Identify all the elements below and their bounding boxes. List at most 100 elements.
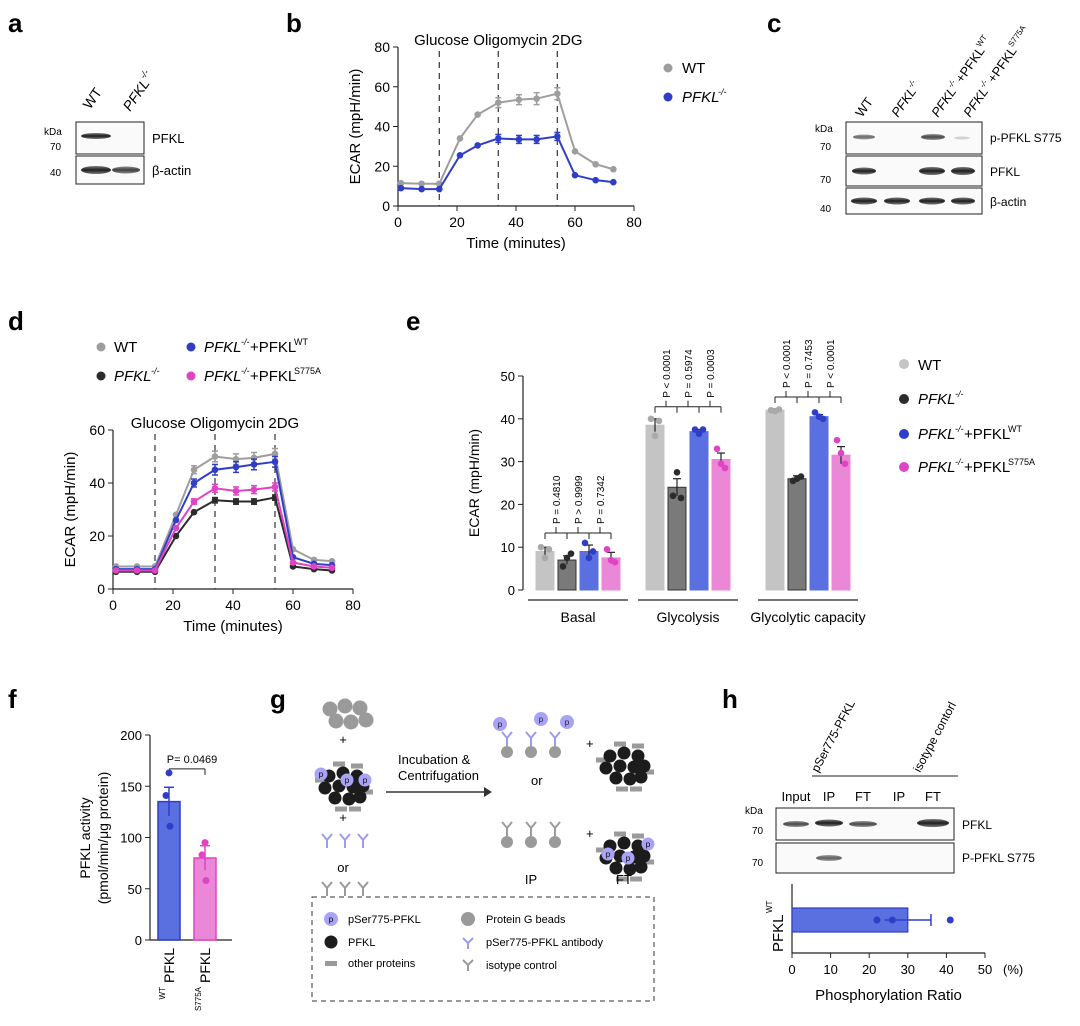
pser-protein (340, 773, 354, 787)
band (853, 134, 875, 140)
legend-label-suffix: +PFKL (964, 459, 1010, 476)
y-axis-label: ECAR (mpH/min) (62, 452, 79, 568)
legend-text: other proteins (348, 958, 416, 970)
band (783, 821, 809, 827)
band (921, 134, 945, 140)
data-point (190, 498, 198, 505)
category-sup: S775A (194, 986, 203, 1011)
svg-text:-/-: -/- (946, 78, 958, 90)
data-point (695, 430, 703, 438)
mw-70: 70 (820, 175, 832, 186)
pfkl-protein (634, 860, 648, 874)
data-point (833, 436, 841, 444)
pfkl-protein (631, 839, 645, 853)
band (81, 133, 111, 139)
band (951, 167, 975, 175)
other-protein (616, 876, 628, 882)
legend-label-suffix: +PFKL (250, 368, 296, 385)
group-label: Basal (560, 609, 595, 625)
pfkl-protein (623, 772, 637, 786)
group-label: Glycolytic capacity (750, 609, 865, 625)
pser-protein (621, 851, 635, 865)
data-point (533, 95, 540, 102)
data-point (873, 916, 881, 924)
y-tick-label: 0 (382, 198, 390, 214)
band-label-actin: β-actin (990, 195, 1026, 209)
legend-marker (899, 462, 909, 472)
data-point (515, 136, 523, 143)
arrow-head-icon (484, 787, 492, 797)
other-protein (642, 769, 654, 775)
ft-mix-bottom: p p p (596, 831, 655, 882)
data-point (554, 133, 561, 140)
panel-h: h pSer775-PFKL isotype contorl Input IP … (722, 684, 1035, 1004)
svg-text:S775A: S775A (1006, 23, 1028, 48)
p-value: P < 0.0001 (782, 339, 793, 388)
or-text: or (337, 860, 349, 875)
panel-g: g + p p p + or Incubation & Centrifugation (270, 684, 655, 1002)
panel-letter-b: b (286, 8, 302, 38)
y-tick-label: 60 (89, 422, 105, 438)
lane-label-wt: WT (79, 84, 105, 111)
pfkl-protein (318, 781, 332, 795)
category-sup: WT (765, 900, 774, 913)
isotype-row (321, 881, 369, 896)
data-point (172, 516, 180, 524)
svg-text:p: p (329, 915, 334, 924)
x-tick-label: 40 (225, 597, 241, 613)
pfkl-protein (637, 849, 651, 863)
panel-b: b 0 20 40 60 80 0 20 40 60 80 Time (minutes) ECAR (… (286, 8, 727, 252)
y-tick-label: 0 (135, 933, 142, 948)
svg-text:p: p (498, 720, 503, 729)
y-tick-label: 40 (501, 412, 515, 427)
pfkl-protein (627, 760, 641, 774)
y-tick-label: 50 (501, 369, 515, 384)
ip-specific: p p p (493, 712, 574, 758)
panel-a: a WT PFKL -/- kDa 70 40 PFKL β-actin (8, 8, 191, 185)
data-point (713, 445, 721, 453)
svg-text:-/-: -/- (978, 78, 990, 90)
pfkl-protein (637, 759, 651, 773)
pfkl-icon (324, 935, 338, 949)
data-point (474, 142, 481, 149)
data-point (456, 152, 464, 159)
p-label: p (646, 840, 651, 849)
svg-text:+PFKL: +PFKL (984, 44, 1019, 85)
pfkl-protein (634, 770, 648, 784)
legend-sup-ko: -/- (718, 87, 727, 97)
data-point (289, 559, 297, 566)
data-point (250, 486, 258, 493)
pfkl-protein (609, 861, 623, 875)
legend-text: pSer775-PFKL (348, 914, 421, 926)
p-value: P = 0.4810 (552, 475, 563, 524)
bar (831, 454, 851, 591)
x-tick-label: 20 (165, 597, 181, 613)
mw-40: 40 (820, 204, 832, 215)
ft-mix-top (596, 741, 654, 792)
series-line (116, 485, 333, 572)
other-protein (630, 876, 642, 882)
data-point (567, 550, 575, 557)
lane-label: FT (925, 789, 941, 804)
group-label: pSer775-PFKL (808, 697, 858, 774)
legend-label-sup: WT (1008, 424, 1022, 434)
data-point (201, 839, 209, 847)
y-axis-label: ECAR (mpH/min) (347, 69, 364, 185)
data-point (232, 455, 240, 463)
legend-marker (186, 371, 196, 381)
lane-label-pfkl-ko: PFKL -/- (119, 68, 152, 114)
legend-text: PFKL (348, 937, 376, 949)
legend-label-suffix: +PFKL (964, 426, 1010, 443)
band (849, 821, 877, 827)
p-label: p (626, 854, 631, 863)
svg-text:PFKL: PFKL (960, 84, 991, 119)
legend-label: PFKL (918, 459, 956, 476)
legend-label-suffix: +PFKL (250, 339, 296, 356)
lane-label: IP (823, 789, 835, 804)
data-point (647, 415, 655, 423)
legend-label-sup: S775A (1008, 457, 1035, 467)
legend-label: PFKL (114, 368, 152, 385)
data-point (797, 473, 805, 480)
legend-label: PFKL (918, 426, 956, 443)
data-point (946, 916, 954, 924)
